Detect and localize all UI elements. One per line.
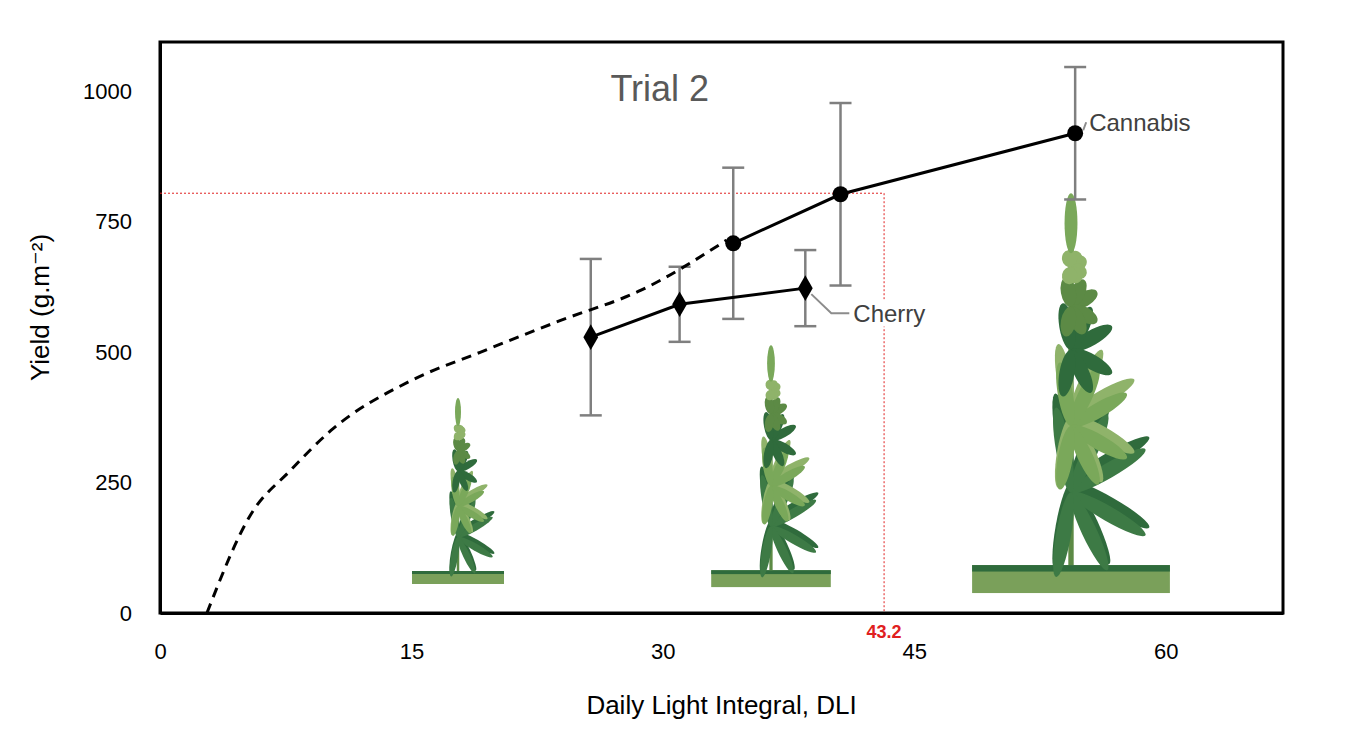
y-axis-line — [159, 43, 162, 614]
plant-leaf — [449, 506, 461, 537]
label-background — [851, 300, 927, 327]
plant-ground-top — [412, 571, 504, 574]
plant-ground-top — [711, 570, 831, 574]
series-line — [207, 240, 727, 613]
error-bar — [1064, 67, 1086, 199]
error-bar-line — [580, 258, 602, 261]
error-bar-line — [830, 284, 852, 287]
chart-title: Trial 2 — [610, 68, 709, 109]
plant-ground — [972, 565, 1170, 593]
plant-leaf — [1049, 491, 1079, 578]
x-tick-label: 15 — [400, 639, 424, 664]
series-label: Cherry — [853, 300, 925, 327]
plant-illustration — [711, 345, 831, 587]
error-bar-line — [669, 341, 691, 344]
plant-leaf — [448, 537, 462, 578]
x-axis: 0 15 30 45 60 — [154, 613, 1283, 664]
plant-leaf — [760, 485, 776, 525]
error-bar-line — [722, 166, 744, 169]
error-bar-line — [794, 249, 816, 252]
label-leader — [1083, 122, 1086, 130]
plot-frame — [160, 42, 1283, 613]
reference-line-v — [884, 193, 885, 613]
error-bar-line — [722, 318, 744, 321]
error-bar-line — [1064, 198, 1086, 201]
y-tick: 750 — [95, 209, 160, 234]
y-axis-title: Yield (g.m⁻²) — [25, 234, 55, 381]
plant-ground-top — [972, 565, 1170, 571]
series-labels: Cannabis Cherry — [811, 109, 1192, 327]
data-point — [725, 235, 741, 251]
plant-leaf — [763, 413, 775, 433]
y-tick: 500 — [95, 340, 160, 365]
label-background — [1087, 109, 1192, 136]
label-leader — [811, 294, 849, 313]
x-axis-line — [161, 612, 1284, 615]
data-point — [672, 291, 687, 317]
plant-illustration — [412, 398, 504, 584]
error-bar — [580, 259, 602, 415]
x-tick-label: 45 — [903, 639, 927, 664]
series-line — [591, 288, 806, 337]
y-tick-label: 250 — [95, 470, 132, 495]
error-bar-line — [794, 325, 816, 328]
x-tick: 0 — [154, 613, 166, 664]
data-layer — [160, 67, 1086, 613]
plant-ground — [412, 571, 504, 584]
y-tick-label: 750 — [95, 209, 132, 234]
error-bar-line — [580, 414, 602, 417]
plant-leaf — [762, 439, 776, 469]
series-label: Cannabis — [1089, 109, 1190, 136]
plant-leaf — [1061, 266, 1079, 286]
plant-leaf — [765, 389, 776, 401]
chart: 0 15 30 45 60 0 250 500 750 1000 Cannabis Cherry 43.… — [0, 0, 1357, 752]
series-line — [733, 133, 1075, 243]
plant-leaf — [1052, 425, 1078, 491]
plant-bud — [1065, 193, 1078, 253]
data-point — [583, 324, 598, 350]
error-bar — [794, 250, 816, 326]
plant-bud — [767, 345, 775, 381]
x-tick-label: 60 — [1154, 639, 1178, 664]
plant-leaf — [1058, 306, 1078, 338]
reference-line-h — [160, 193, 884, 194]
y-tick-label: 0 — [120, 601, 132, 626]
data-point — [798, 275, 813, 301]
reference-label: 43.2 — [867, 622, 902, 642]
data-point — [1067, 125, 1083, 141]
y-tick: 250 — [95, 470, 160, 495]
plot-area: 0 15 30 45 60 0 250 500 750 1000 Cannabis Cherry 43.… — [83, 42, 1283, 664]
data-point — [833, 186, 849, 202]
plant-leaf — [451, 470, 462, 493]
plant-leaf — [453, 432, 461, 441]
plant-illustration — [972, 193, 1170, 593]
x-tick: 60 — [1154, 613, 1178, 664]
plant-leaf — [1055, 349, 1078, 398]
plant-leaf — [757, 525, 775, 578]
y-axis: 0 250 500 750 1000 — [83, 43, 160, 626]
y-tick-label: 1000 — [83, 79, 132, 104]
error-bar — [669, 267, 691, 342]
y-tick-label: 500 — [95, 340, 132, 365]
x-tick-label: 30 — [651, 639, 675, 664]
plant-leaf — [452, 450, 461, 465]
x-tick: 15 — [400, 613, 424, 664]
error-bar-line — [830, 102, 852, 105]
x-tick: 30 — [651, 613, 675, 664]
plant-bud — [455, 398, 461, 426]
x-tick: 45 — [903, 613, 927, 664]
error-bar — [830, 103, 852, 286]
y-tick: 1000 — [83, 79, 160, 104]
y-tick: 0 — [120, 601, 160, 626]
x-axis-title: Daily Light Integral, DLI — [586, 690, 856, 720]
x-tick-label: 0 — [154, 639, 166, 664]
plant-ground — [711, 570, 831, 587]
error-bar-line — [1064, 66, 1086, 69]
